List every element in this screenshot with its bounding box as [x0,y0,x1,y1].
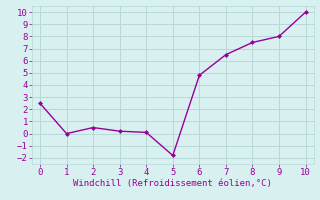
X-axis label: Windchill (Refroidissement éolien,°C): Windchill (Refroidissement éolien,°C) [73,179,272,188]
